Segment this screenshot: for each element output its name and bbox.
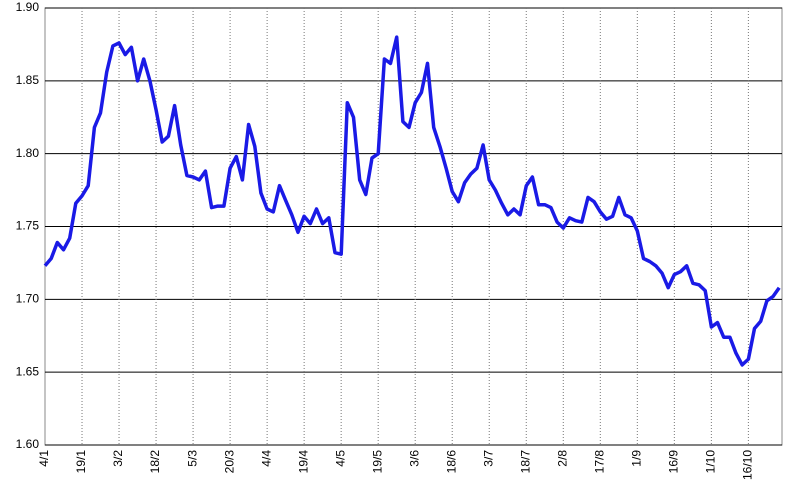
x-tick-label: 3/2 [111,450,125,467]
x-tick-label: 3/7 [481,450,495,467]
data-line [43,35,781,367]
x-tick-label: 5/3 [185,450,199,467]
x-tick-label: 19/1 [74,450,88,474]
x-tick-label: 19/5 [370,450,384,474]
x-tick-label: 4/1 [37,450,51,467]
x-tick-label: 18/2 [148,450,162,474]
x-tick-label: 16/10 [741,450,755,480]
x-tick-label: 4/5 [333,450,347,467]
x-tick-label: 19/4 [296,450,310,474]
x-tick-label: 18/6 [444,450,458,474]
x-tick-label: 18/7 [518,450,532,474]
y-tick-label: 1.80 [16,146,40,160]
x-tick-label: 1/9 [629,450,643,467]
x-tick-label: 20/3 [222,450,236,474]
x-tick-label: 16/9 [667,450,681,474]
x-tick-label: 17/8 [592,450,606,474]
y-tick-label: 1.60 [16,437,40,451]
y-tick-label: 1.85 [16,73,40,87]
y-tick-label: 1.90 [16,0,40,14]
x-tick-label: 1/10 [704,450,718,474]
x-tick-label: 2/8 [555,450,569,467]
x-tick-label: 4/4 [259,450,273,467]
x-tick-label: 3/6 [407,450,421,467]
y-tick-label: 1.75 [16,219,40,233]
y-tick-label: 1.65 [16,364,40,378]
y-tick-label: 1.70 [16,292,40,306]
